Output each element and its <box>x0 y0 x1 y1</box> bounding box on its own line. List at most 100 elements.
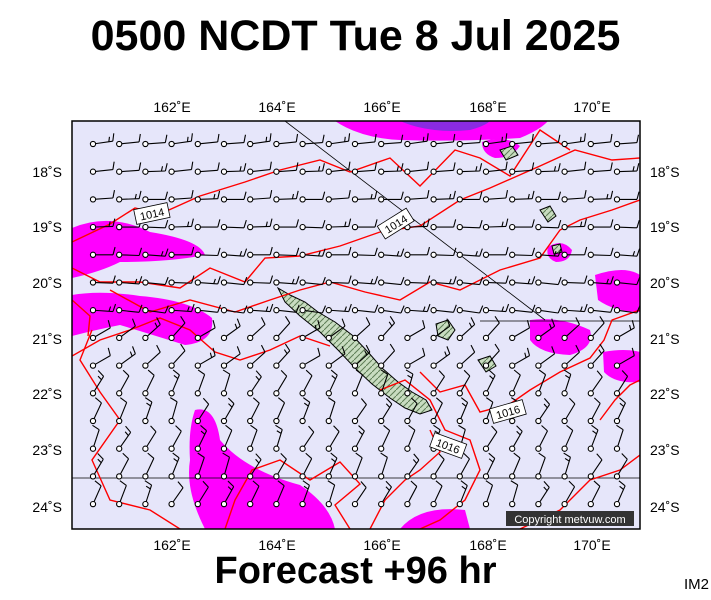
wind-barb <box>168 303 195 314</box>
wind-barb <box>482 190 509 203</box>
wind-barb <box>430 133 456 148</box>
wind-barb <box>613 424 624 452</box>
wind-barb <box>561 275 588 286</box>
wind-barb <box>378 452 388 480</box>
wind-barb <box>194 304 222 314</box>
wind-barb <box>404 397 418 425</box>
land-masses <box>276 145 563 415</box>
wind-barb <box>351 398 367 425</box>
wind-barb <box>482 218 509 231</box>
wind-barb <box>299 347 321 369</box>
wind-barb <box>247 246 273 258</box>
wind-barb <box>194 247 221 258</box>
wind-barb <box>404 369 414 397</box>
wind-barb <box>430 304 457 314</box>
wind-barb <box>561 190 587 203</box>
wind-barb <box>116 346 136 369</box>
isobar-12 <box>72 299 91 337</box>
wind-barb <box>378 163 404 175</box>
wind-barb <box>325 161 351 175</box>
wind-barb <box>220 134 247 148</box>
wind-barb <box>194 162 220 175</box>
wind-barb <box>404 190 430 203</box>
wind-barb <box>378 425 391 452</box>
wind-barb <box>378 397 393 425</box>
wind-barb <box>561 344 580 369</box>
wind-barb <box>273 190 299 203</box>
wind-barb <box>273 370 288 397</box>
lon-tick-top-166: 166˚E <box>363 99 400 115</box>
wind-barb <box>220 452 231 480</box>
wind-barb <box>325 452 338 480</box>
lon-tick-bottom-164: 164˚E <box>258 537 295 553</box>
wind-barb <box>194 369 206 397</box>
wind-barb <box>220 248 248 258</box>
wind-barb <box>456 317 476 342</box>
wind-barb <box>299 452 313 480</box>
wind-barb <box>535 346 556 369</box>
wind-barb <box>351 247 378 258</box>
wind-barb <box>142 276 169 286</box>
wind-barb <box>89 275 116 286</box>
precip-area-south <box>189 409 335 529</box>
wind-barb <box>220 276 248 286</box>
wind-barb <box>142 452 155 480</box>
wind-barb <box>168 133 193 148</box>
wind-barb <box>299 191 326 203</box>
wind-barb <box>247 161 272 175</box>
wind-barb <box>89 218 116 231</box>
wind-barb <box>168 218 194 231</box>
wind-barb <box>194 276 221 286</box>
wind-barb <box>299 369 313 397</box>
wind-barb <box>273 304 300 314</box>
wind-barb <box>194 425 208 452</box>
wind-barb <box>613 191 640 203</box>
wind-barb <box>273 397 286 425</box>
wind-barb <box>351 304 379 314</box>
wind-barb <box>325 190 351 203</box>
lat-ticks-right: 18˚S 19˚S 20˚S 21˚S 22˚S 23˚S 24˚S <box>650 164 680 515</box>
wind-barb <box>89 397 102 425</box>
wind-barb <box>535 305 562 314</box>
wind-barb <box>142 163 168 175</box>
wind-barb <box>378 316 396 342</box>
wind-barb <box>325 133 351 148</box>
precip-area-top-heavy <box>400 121 490 131</box>
wind-barb <box>404 320 426 342</box>
wind-barb <box>430 453 445 480</box>
wind-barb <box>194 320 216 342</box>
wind-barb <box>456 480 468 508</box>
wind-barb <box>404 424 416 452</box>
wind-barb <box>430 162 456 175</box>
forecast-label: Forecast +96 hr <box>214 550 497 592</box>
wind-barb <box>482 303 510 314</box>
wind-barb <box>116 318 136 342</box>
wind-barb <box>613 276 640 286</box>
lon-tick-bottom-162: 162˚E <box>153 537 190 553</box>
wind-barb <box>613 219 640 231</box>
wind-barb <box>168 481 184 508</box>
wind-barb <box>168 246 195 258</box>
wind-barb <box>220 480 235 508</box>
wind-barb <box>116 276 143 286</box>
wind-barb <box>299 425 315 452</box>
wind-barb <box>194 219 221 231</box>
wind-barb <box>220 305 248 314</box>
wind-barb <box>220 346 241 369</box>
wind-barb <box>194 452 205 480</box>
wind-barb <box>535 425 548 452</box>
wind-barb <box>142 480 153 508</box>
wind-barb <box>89 347 111 369</box>
wind-barb <box>378 343 396 369</box>
wind-barb <box>116 304 143 314</box>
wind-barb <box>613 248 640 258</box>
wind-barb <box>273 247 300 258</box>
wind-barb <box>587 247 614 258</box>
wind-barb <box>299 397 311 425</box>
wind-barb <box>613 480 626 508</box>
wind-barb <box>561 317 580 342</box>
wind-barb <box>325 369 338 397</box>
northern-island <box>499 145 519 161</box>
wind-barb <box>89 424 100 452</box>
wind-barb <box>613 453 628 480</box>
